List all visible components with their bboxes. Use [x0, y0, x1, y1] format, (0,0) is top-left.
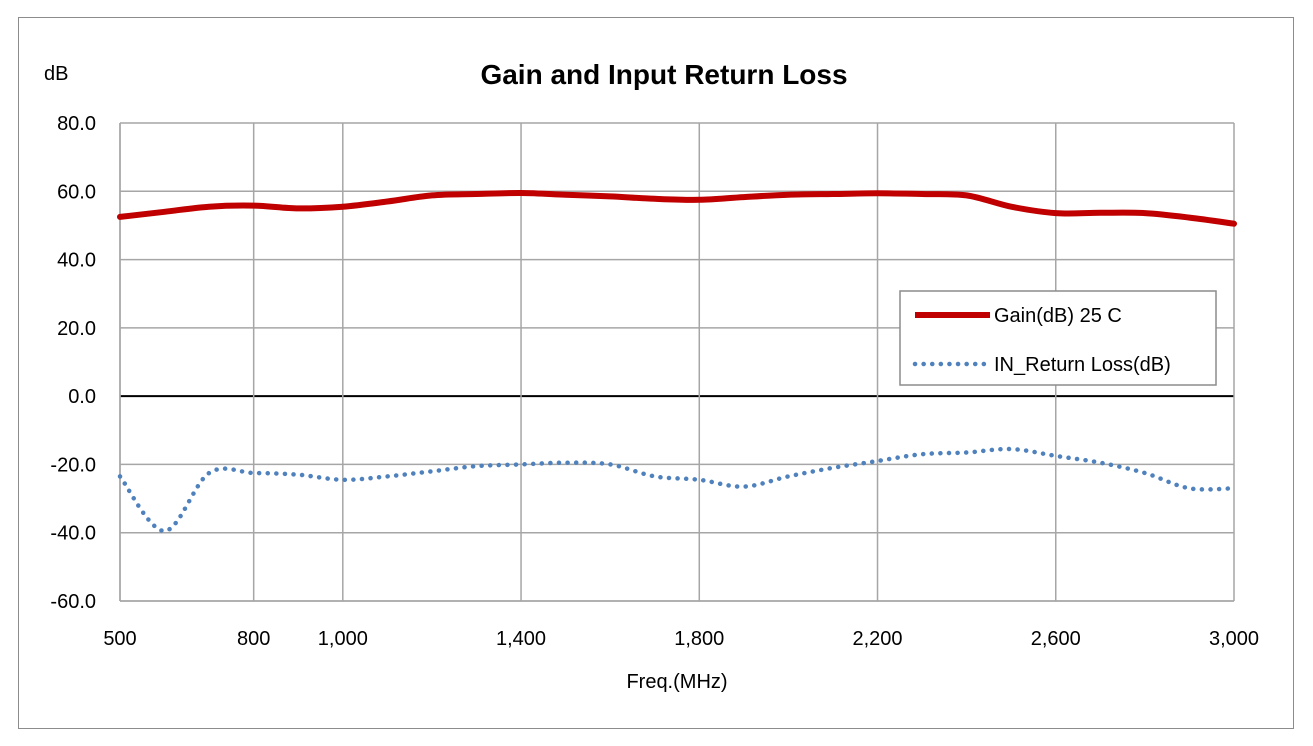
x-tick-label: 1,800: [674, 628, 724, 650]
y-tick-label: -20.0: [50, 454, 96, 476]
y-tick-label: 80.0: [57, 113, 96, 135]
x-tick-label: 1,400: [496, 628, 546, 650]
series-layer: [117, 189, 1237, 534]
series-line-gain: [117, 189, 1237, 227]
y-tick-label: 60.0: [57, 181, 96, 203]
tick-labels: -60.0 -40.0 -20.0 0.0 20.0 40.0 60.0 80.0 500 800…: [50, 113, 1259, 650]
x-tick-label: 3,000: [1209, 628, 1259, 650]
legend-label-gain: Gain(dB) 25 C: [994, 305, 1122, 327]
y-tick-label: 0.0: [68, 386, 96, 408]
y-tick-label: -40.0: [50, 523, 96, 545]
y-tick-label: -60.0: [50, 591, 96, 613]
x-tick-label: 500: [103, 628, 136, 650]
chart-svg: -60.0 -40.0 -20.0 0.0 20.0 40.0 60.0 80.0 500 800…: [44, 59, 1259, 693]
legend: Gain(dB) 25 C IN_Return Loss(dB): [899, 290, 1217, 386]
x-tick-label: 800: [237, 628, 270, 650]
x-tick-label: 2,600: [1031, 628, 1081, 650]
y-tick-label: 20.0: [57, 318, 96, 340]
x-axis-label: Freq.(MHz): [626, 671, 727, 693]
grid: [119, 122, 1235, 602]
y-axis-label: dB: [44, 63, 68, 85]
chart-title: Gain and Input Return Loss: [480, 59, 847, 90]
x-tick-label: 2,200: [852, 628, 902, 650]
legend-box: [899, 290, 1217, 386]
legend-label-return-loss: IN_Return Loss(dB): [994, 354, 1171, 376]
y-tick-label: 40.0: [57, 250, 96, 272]
series-line-return-loss: [117, 446, 1237, 534]
x-tick-label: 1,000: [318, 628, 368, 650]
chart-frame: -60.0 -40.0 -20.0 0.0 20.0 40.0 60.0 80.0 500 800…: [18, 17, 1294, 729]
